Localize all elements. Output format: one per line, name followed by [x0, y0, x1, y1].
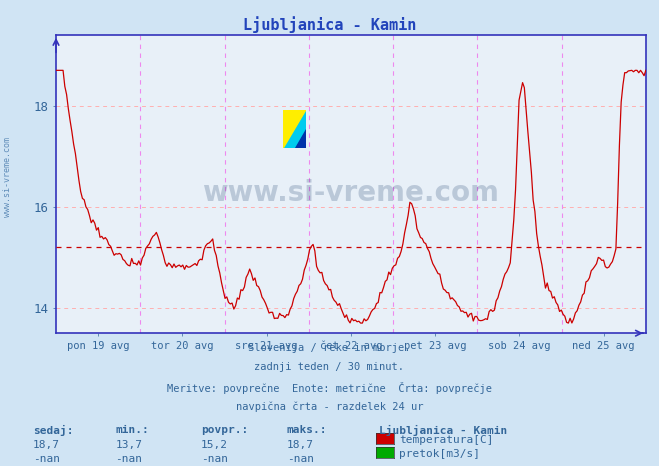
Text: Meritve: povprečne  Enote: metrične  Črta: povprečje: Meritve: povprečne Enote: metrične Črta:… [167, 382, 492, 394]
Text: 13,7: 13,7 [115, 440, 142, 450]
Text: navpična črta - razdelek 24 ur: navpična črta - razdelek 24 ur [236, 401, 423, 412]
Text: maks.:: maks.: [287, 425, 327, 435]
Text: 18,7: 18,7 [33, 440, 60, 450]
Text: Ljubljanica - Kamin: Ljubljanica - Kamin [379, 425, 507, 436]
Text: Slovenija / reke in morje.: Slovenija / reke in morje. [248, 343, 411, 352]
Text: povpr.:: povpr.: [201, 425, 248, 435]
Text: -nan: -nan [33, 454, 60, 464]
Polygon shape [283, 110, 306, 148]
Text: -nan: -nan [201, 454, 228, 464]
Text: zadnji teden / 30 minut.: zadnji teden / 30 minut. [254, 362, 405, 372]
Polygon shape [295, 129, 306, 148]
Text: -nan: -nan [287, 454, 314, 464]
Text: -nan: -nan [115, 454, 142, 464]
Text: 15,2: 15,2 [201, 440, 228, 450]
Text: temperatura[C]: temperatura[C] [399, 435, 494, 445]
Text: www.si-vreme.com: www.si-vreme.com [202, 179, 500, 207]
Text: pretok[m3/s]: pretok[m3/s] [399, 449, 480, 459]
Text: min.:: min.: [115, 425, 149, 435]
Text: 18,7: 18,7 [287, 440, 314, 450]
Text: www.si-vreme.com: www.si-vreme.com [3, 137, 13, 217]
Polygon shape [283, 110, 306, 148]
Text: Ljubljanica - Kamin: Ljubljanica - Kamin [243, 16, 416, 33]
Text: sedaj:: sedaj: [33, 425, 73, 436]
